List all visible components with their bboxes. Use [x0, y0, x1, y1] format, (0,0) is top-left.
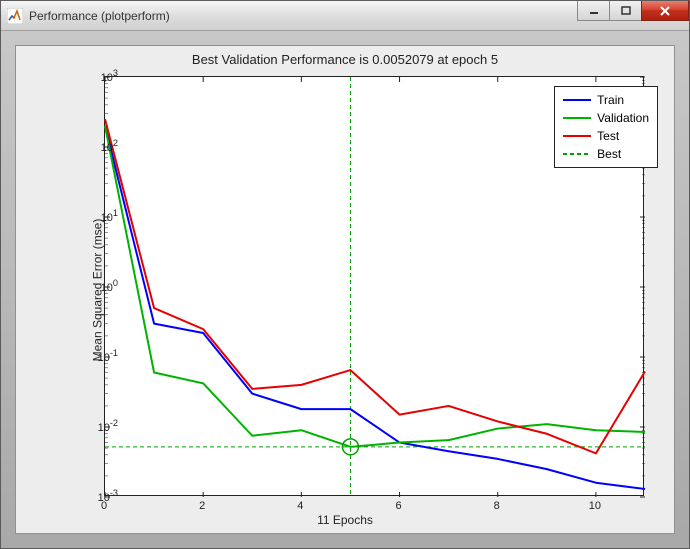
y-tick-label: 101: [101, 208, 118, 224]
titlebar[interactable]: Performance (plotperform): [1, 1, 689, 31]
maximize-button[interactable]: [609, 1, 641, 21]
maximize-icon: [621, 6, 631, 16]
app-window: Performance (plotperform) Best Validatio…: [0, 0, 690, 549]
legend: Train Validation Test Best: [554, 86, 658, 168]
legend-swatch-icon: [563, 147, 591, 161]
window-title: Performance (plotperform): [29, 9, 577, 23]
legend-swatch-icon: [563, 129, 591, 143]
y-tick-label: 103: [101, 68, 118, 84]
x-tick-label: 10: [589, 500, 601, 512]
minimize-button[interactable]: [577, 1, 609, 21]
matlab-icon: [7, 8, 23, 24]
series-test: [105, 119, 645, 453]
legend-swatch-icon: [563, 111, 591, 125]
legend-entry: Validation: [563, 109, 649, 127]
y-tick-label: 10-2: [98, 418, 118, 434]
series-validation: [105, 126, 645, 447]
y-tick-label: 100: [101, 278, 118, 294]
figure-panel: Best Validation Performance is 0.0052079…: [15, 45, 675, 534]
y-tick-label: 102: [101, 138, 118, 154]
x-tick-label: 6: [395, 500, 401, 512]
legend-entry: Train: [563, 91, 649, 109]
legend-entry: Best: [563, 145, 649, 163]
legend-swatch-icon: [563, 93, 591, 107]
legend-label: Test: [597, 129, 619, 143]
client-area: Best Validation Performance is 0.0052079…: [1, 31, 689, 548]
y-tick-label: 10-3: [98, 488, 118, 504]
y-tick-label: 10-1: [98, 348, 118, 364]
x-axis-label: 11 Epochs: [16, 513, 674, 527]
chart-title: Best Validation Performance is 0.0052079…: [16, 52, 674, 67]
minimize-icon: [589, 6, 599, 16]
legend-label: Validation: [597, 111, 649, 125]
legend-label: Best: [597, 147, 621, 161]
x-tick-label: 4: [297, 500, 303, 512]
legend-entry: Test: [563, 127, 649, 145]
series-train: [105, 126, 645, 489]
close-icon: [659, 5, 671, 17]
close-button[interactable]: [641, 1, 689, 21]
window-controls: [577, 1, 689, 30]
legend-label: Train: [597, 93, 624, 107]
x-tick-label: 8: [494, 500, 500, 512]
x-tick-label: 2: [199, 500, 205, 512]
